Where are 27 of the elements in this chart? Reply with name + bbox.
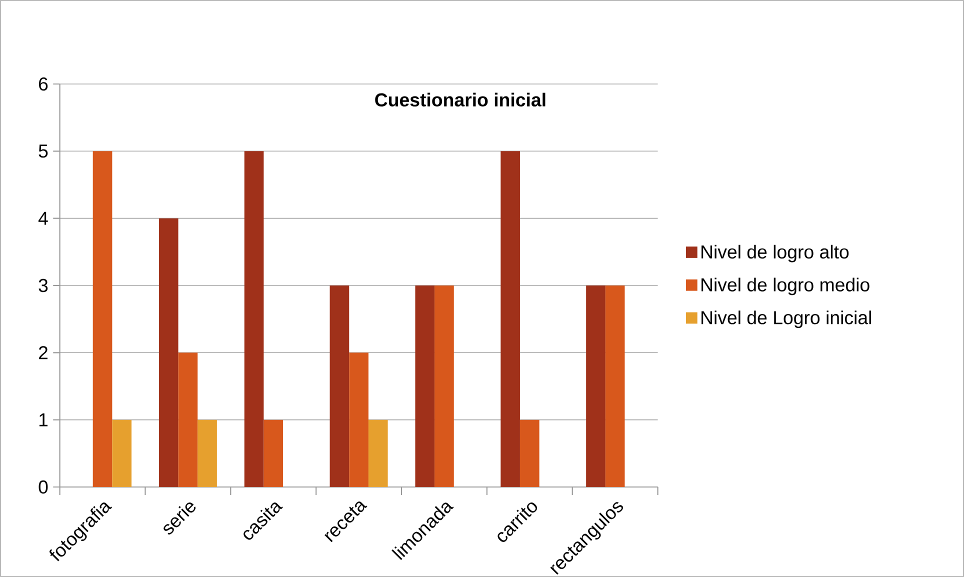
bar xyxy=(368,420,388,487)
y-tick-label: 2 xyxy=(38,346,48,360)
bar xyxy=(586,285,606,487)
bar xyxy=(605,285,625,487)
bar xyxy=(520,420,540,487)
bar xyxy=(434,285,454,487)
bar xyxy=(112,420,132,487)
y-tick-label: 6 xyxy=(38,77,48,91)
legend-label: Nivel de logro alto xyxy=(702,244,849,262)
bar xyxy=(92,151,112,487)
bar xyxy=(415,285,435,487)
y-tick-label: 1 xyxy=(39,413,48,426)
bar xyxy=(244,151,264,487)
y-tick-label: 4 xyxy=(38,212,48,225)
chart-title: Cuestionario inicial xyxy=(375,92,546,107)
bar xyxy=(158,218,178,487)
bar xyxy=(178,352,198,487)
bar xyxy=(349,352,368,487)
bar xyxy=(198,420,217,487)
legend-label: Nivel de logro medio xyxy=(702,278,870,296)
y-tick-label: 3 xyxy=(38,278,48,292)
bar xyxy=(500,151,520,487)
bar xyxy=(330,285,350,487)
bar xyxy=(264,420,284,487)
y-tick-label: 5 xyxy=(38,144,48,158)
y-tick-label: 0 xyxy=(38,480,48,494)
legend-label: Nivel de Logro inicial xyxy=(702,310,871,328)
